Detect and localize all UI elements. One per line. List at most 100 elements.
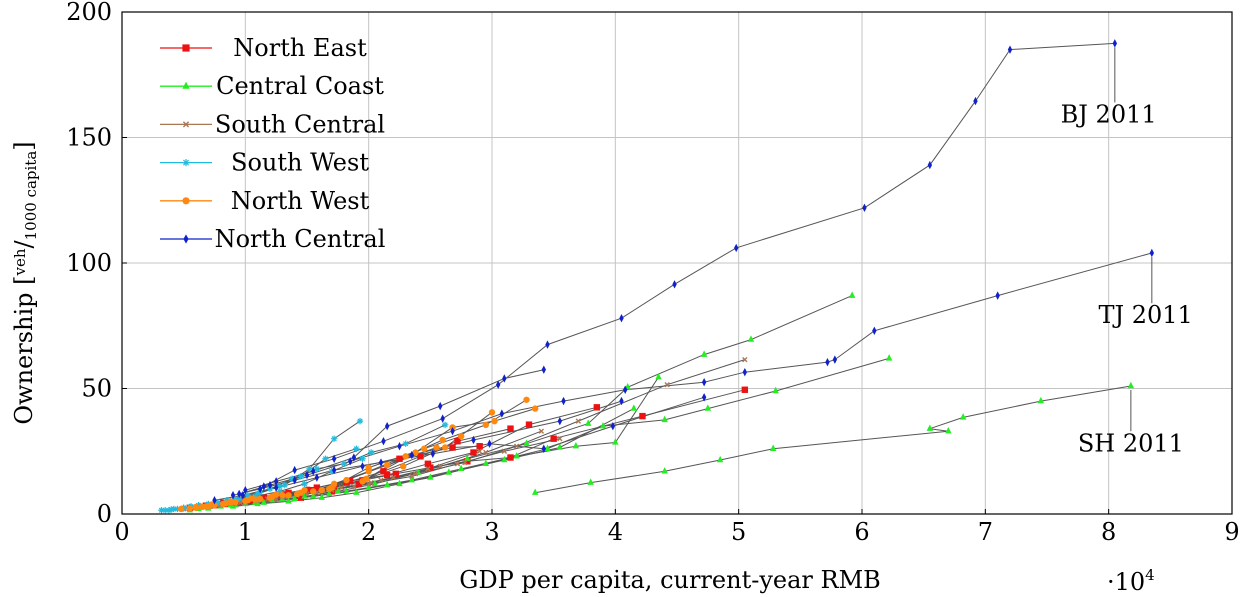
- north-east-point: [328, 488, 335, 495]
- north-east-point: [449, 444, 456, 451]
- central-coast-point: [482, 459, 490, 466]
- south-west-point: [276, 488, 284, 495]
- north-west-point: [365, 464, 372, 471]
- central-coast-point: [770, 444, 777, 451]
- north-west-point: [293, 490, 301, 498]
- south-central-point: [425, 466, 431, 472]
- north-west-point: [457, 432, 465, 440]
- north-west-point: [279, 491, 286, 499]
- central-coast-point: [655, 373, 662, 380]
- south-central-point: [351, 483, 357, 490]
- south-west-point: [356, 417, 364, 425]
- x-tick-label: 1: [238, 518, 253, 546]
- south-central-point: [338, 484, 345, 491]
- north-east-point: [355, 480, 362, 488]
- north-central-point: [440, 414, 445, 423]
- north-east-point: [297, 494, 305, 501]
- north-east-point: [313, 484, 321, 491]
- north-central-point: [351, 453, 357, 462]
- north-east-point: [392, 470, 399, 478]
- central-coast-point: [523, 439, 530, 446]
- south-west-point: [235, 495, 243, 503]
- north-central-point: [273, 477, 279, 486]
- north-central-point: [314, 473, 320, 482]
- central-coast-point: [427, 473, 434, 480]
- central-coast-point: [396, 479, 403, 487]
- central-coast-point: [531, 488, 539, 495]
- north-central-point: [1149, 248, 1155, 258]
- north-central-province-line: [245, 369, 544, 491]
- south-west-point: [306, 465, 313, 473]
- south-west-point: [322, 455, 329, 462]
- central-coast-point: [464, 454, 471, 461]
- south-central-point: [378, 477, 384, 483]
- south-west-point: [353, 445, 360, 452]
- annotation-label: SH 2011: [1078, 429, 1184, 457]
- legend-label-south-central: South Central: [215, 110, 385, 138]
- y-label-close: ]: [10, 141, 38, 150]
- legend-marker-central-coast: [182, 81, 190, 89]
- south-central-point: [365, 481, 372, 487]
- north-east-point: [593, 404, 601, 411]
- north-central-point: [825, 357, 830, 367]
- north-central-point: [267, 480, 273, 490]
- north-west-point: [359, 478, 366, 485]
- south-west-point: [161, 507, 169, 514]
- central-coast-point: [630, 404, 638, 411]
- y-tick-label: 200: [66, 0, 112, 26]
- north-central-point: [701, 378, 707, 387]
- x-tick-label: 0: [114, 518, 129, 546]
- north-central-point: [995, 291, 1000, 300]
- north-central-point: [541, 444, 546, 453]
- north-central-point: [384, 421, 390, 431]
- north-east-point: [464, 458, 471, 465]
- north-east-point: [346, 477, 354, 485]
- north-west-point: [252, 496, 259, 503]
- north-central-province-line: [239, 252, 1152, 495]
- annotations: BJ 2011 TJ 2011 SH 2011: [1061, 47, 1193, 457]
- annotation-label: BJ 2011: [1061, 100, 1157, 128]
- north-central-point: [862, 203, 867, 212]
- south-west-point: [170, 505, 177, 513]
- north-west-point: [400, 463, 407, 470]
- north-west-point: [482, 421, 490, 429]
- y-tick-label: 150: [66, 124, 112, 152]
- north-central-point: [499, 409, 505, 418]
- north-east-point: [454, 438, 461, 445]
- north-east-point: [507, 425, 514, 432]
- north-west-point: [266, 494, 274, 501]
- north-central-province-line: [263, 42, 1115, 487]
- legend-label-north-east: North East: [233, 34, 367, 62]
- north-west-point: [285, 491, 292, 499]
- central-coast-point: [353, 488, 360, 495]
- south-west-point: [441, 421, 449, 429]
- south-west-point: [244, 491, 251, 499]
- north-central-point: [292, 475, 297, 485]
- central-coast-point: [587, 478, 594, 485]
- north-central-point: [610, 421, 616, 431]
- central-coast-point: [945, 426, 952, 434]
- north-central-point: [701, 393, 707, 402]
- central-coast-point: [544, 444, 551, 451]
- central-coast-point: [383, 480, 391, 488]
- x-tick-label: 2: [361, 518, 376, 546]
- north-west-point: [186, 505, 194, 512]
- central-coast-point: [229, 502, 237, 509]
- legend-label-north-central: North Central: [215, 225, 386, 253]
- north-central-point: [487, 439, 492, 448]
- data-markers: [158, 39, 1155, 514]
- central-coast-point: [716, 455, 724, 463]
- legend-marker-south-west: [182, 159, 190, 167]
- south-central-point: [501, 448, 508, 454]
- central-coast-point: [885, 354, 893, 361]
- south-west-point: [328, 468, 335, 475]
- south-central-point: [483, 449, 489, 456]
- central-coast-province-line: [189, 357, 890, 511]
- north-central-point: [495, 380, 501, 389]
- north-east-point: [525, 421, 533, 428]
- north-west-point: [198, 503, 206, 511]
- south-west-point: [313, 465, 321, 473]
- south-central-point: [409, 473, 415, 480]
- central-coast-point: [585, 419, 592, 426]
